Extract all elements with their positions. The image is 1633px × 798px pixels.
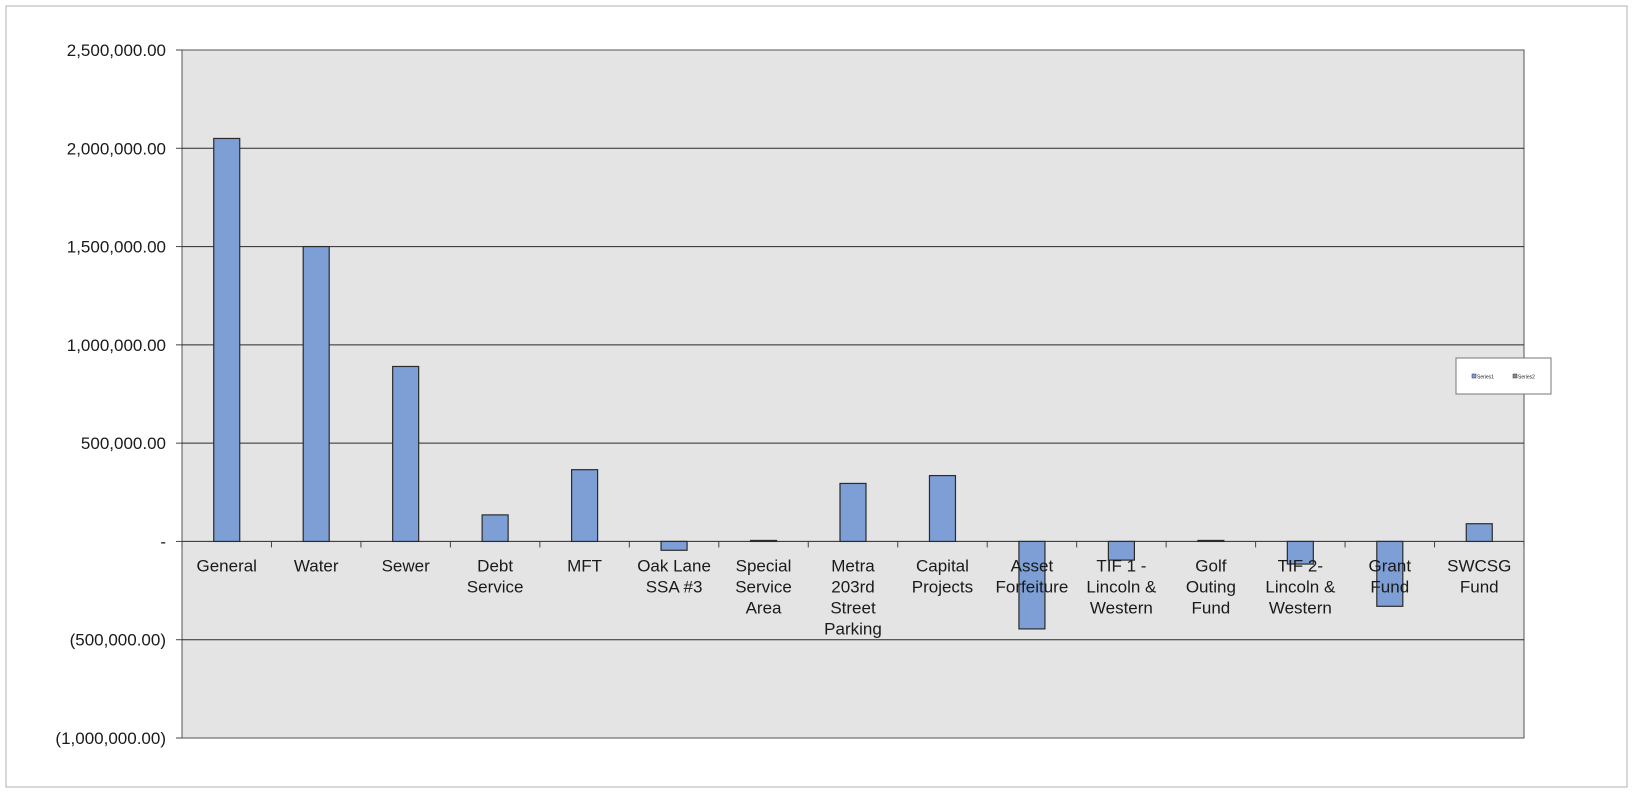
x-tick-label-line: Special bbox=[736, 556, 792, 575]
y-tick-label: (1,000,000.00) bbox=[55, 729, 166, 748]
x-tick-label: Oak Lane SSA #3 bbox=[637, 556, 711, 596]
bar bbox=[570, 469, 599, 543]
x-tick-label: Asset Forfeiture bbox=[996, 556, 1069, 596]
x-tick-label: MFT bbox=[567, 556, 602, 575]
x-tick-label-line: 203rd bbox=[831, 577, 874, 596]
x-tick-label-line: Lincoln & bbox=[1265, 577, 1336, 596]
x-tick-label: Special Service Area bbox=[735, 556, 792, 617]
legend: Series1 Series2 bbox=[1455, 357, 1552, 395]
x-tick-label-line: Fund bbox=[1191, 598, 1230, 617]
bar bbox=[1465, 523, 1493, 543]
y-tick-label: (500,000.00) bbox=[70, 631, 166, 650]
bar bbox=[481, 514, 509, 543]
x-tick-label-line: SWCSG bbox=[1447, 556, 1511, 575]
x-tick-label: TIF 1 - Lincoln & Western bbox=[1086, 556, 1157, 617]
x-tick-label-line: Outing bbox=[1186, 577, 1236, 596]
y-tick-label: 1,500,000.00 bbox=[67, 238, 166, 257]
x-tick-label-line: TIF 1 - bbox=[1096, 556, 1146, 575]
bar bbox=[1286, 540, 1314, 565]
x-tick-label-line: SSA #3 bbox=[646, 577, 703, 596]
y-tick-label: 1,000,000.00 bbox=[67, 336, 166, 355]
bar bbox=[839, 482, 867, 543]
x-axis-tick-labels: General Water Sewer Debt Service MFT Oak Lane S… bbox=[181, 541, 1525, 638]
bar bbox=[1197, 539, 1225, 543]
x-tick-label-line: Lincoln & bbox=[1086, 577, 1157, 596]
x-tick-label-line: General bbox=[196, 556, 256, 575]
x-tick-label: TIF 2- Lincoln & Western bbox=[1265, 556, 1336, 617]
legend-entry-1: Series1 bbox=[1477, 375, 1494, 381]
bars bbox=[213, 137, 1493, 630]
x-tick-label-line: Golf bbox=[1195, 556, 1226, 575]
x-tick-label-line: TIF 2- bbox=[1278, 556, 1323, 575]
y-tick-label: 2,000,000.00 bbox=[67, 139, 166, 158]
x-tick-label: Water bbox=[294, 556, 339, 575]
x-tick-label: Grant Fund bbox=[1369, 556, 1412, 596]
x-tick-label-line: Area bbox=[746, 598, 782, 617]
x-tick-label-line: Service bbox=[735, 577, 792, 596]
x-tick-label-line: Oak Lane bbox=[637, 556, 711, 575]
y-tick-label: 500,000.00 bbox=[81, 434, 166, 453]
x-tick-label-line: Service bbox=[467, 577, 524, 596]
x-tick-label-line: Parking bbox=[824, 619, 882, 638]
legend-entry-2: Series2 bbox=[1518, 375, 1535, 381]
bar bbox=[928, 474, 957, 543]
x-tick-label-line: MFT bbox=[567, 556, 602, 575]
x-tick-label-line: Fund bbox=[1460, 577, 1499, 596]
x-tick-label-line: Grant bbox=[1369, 556, 1412, 575]
y-axis-tick-labels: 2,500,000.00 2,000,000.00 1,500,000.00 1,00… bbox=[55, 41, 166, 748]
x-tick-label-line: Sewer bbox=[382, 556, 431, 575]
x-tick-label-line: Asset bbox=[1011, 556, 1054, 575]
x-tick-label-line: Capital bbox=[916, 556, 969, 575]
x-tick-label: Golf Outing Fund bbox=[1186, 556, 1236, 617]
x-tick-label-line: Metra bbox=[831, 556, 875, 575]
bar bbox=[660, 540, 688, 551]
legend-swatch-2 bbox=[1512, 373, 1518, 379]
x-tick-label: Sewer bbox=[382, 556, 431, 575]
x-tick-label-line: Fund bbox=[1370, 577, 1409, 596]
bar bbox=[1376, 540, 1404, 607]
x-tick-label-line: Water bbox=[294, 556, 339, 575]
x-tick-label-line: Debt bbox=[477, 556, 513, 575]
x-tick-label-line: Projects bbox=[912, 577, 973, 596]
x-tick-label: Debt Service bbox=[467, 556, 524, 596]
bar bbox=[213, 137, 241, 543]
x-tick-label-line: Western bbox=[1090, 598, 1153, 617]
bar bbox=[1018, 540, 1046, 630]
x-tick-label-line: Forfeiture bbox=[996, 577, 1069, 596]
bar bbox=[749, 539, 778, 543]
x-tick-label: General bbox=[196, 556, 256, 575]
legend-swatch-1 bbox=[1471, 373, 1477, 379]
x-tick-label-line: Street bbox=[830, 598, 876, 617]
x-tick-label: SWCSG Fund bbox=[1447, 556, 1511, 596]
legend-box bbox=[1455, 357, 1552, 395]
y-tick-label: 2,500,000.00 bbox=[67, 41, 166, 60]
x-tick-label: Metra 203rd Street Parking bbox=[824, 556, 882, 638]
x-tick-label-line: Western bbox=[1269, 598, 1332, 617]
y-tick-label: - bbox=[160, 532, 166, 551]
bar bbox=[392, 365, 420, 543]
bar bbox=[1107, 540, 1136, 561]
bar bbox=[302, 245, 330, 543]
x-tick-label: Capital Projects bbox=[912, 556, 973, 596]
